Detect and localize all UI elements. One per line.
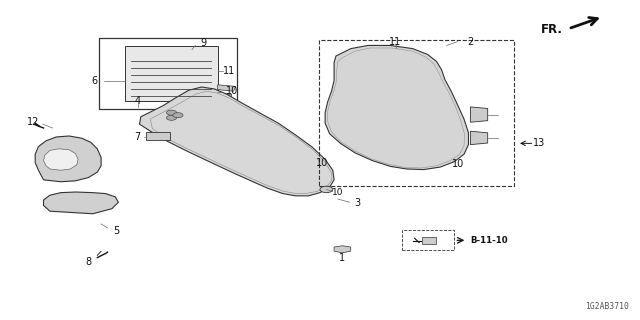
Circle shape (320, 186, 333, 193)
Text: 11: 11 (223, 66, 236, 76)
Circle shape (173, 113, 183, 118)
Text: 2: 2 (467, 36, 474, 47)
Text: 10: 10 (225, 86, 238, 96)
Circle shape (166, 115, 177, 120)
Bar (402, 230, 454, 250)
Polygon shape (470, 131, 488, 145)
Text: 7: 7 (134, 132, 141, 142)
Text: 10: 10 (451, 159, 464, 169)
Polygon shape (470, 107, 488, 122)
Polygon shape (325, 45, 468, 170)
Text: B-11-10: B-11-10 (470, 236, 508, 245)
Text: 13: 13 (532, 138, 545, 148)
Bar (422, 237, 436, 244)
Polygon shape (218, 93, 232, 99)
Bar (99, 38, 237, 109)
Polygon shape (44, 192, 118, 214)
Text: 6: 6 (92, 76, 98, 86)
Text: 1G2AB3710: 1G2AB3710 (584, 302, 628, 311)
Text: 1: 1 (339, 252, 346, 263)
Text: 10: 10 (332, 188, 344, 197)
Text: 12: 12 (27, 117, 40, 127)
Bar (146, 132, 170, 140)
Polygon shape (218, 85, 236, 91)
Text: 11: 11 (389, 37, 402, 47)
Text: 5: 5 (113, 226, 120, 236)
Polygon shape (125, 46, 218, 101)
Polygon shape (140, 87, 334, 196)
Text: 10: 10 (316, 158, 328, 168)
Polygon shape (35, 136, 101, 182)
Circle shape (166, 110, 177, 115)
Text: 4: 4 (134, 96, 141, 106)
Text: FR.: FR. (541, 23, 563, 36)
Polygon shape (334, 246, 351, 253)
Bar (319, 40, 514, 186)
Polygon shape (44, 149, 78, 170)
Text: 8: 8 (85, 257, 92, 267)
Text: 9: 9 (200, 38, 207, 48)
Text: 3: 3 (354, 198, 360, 208)
